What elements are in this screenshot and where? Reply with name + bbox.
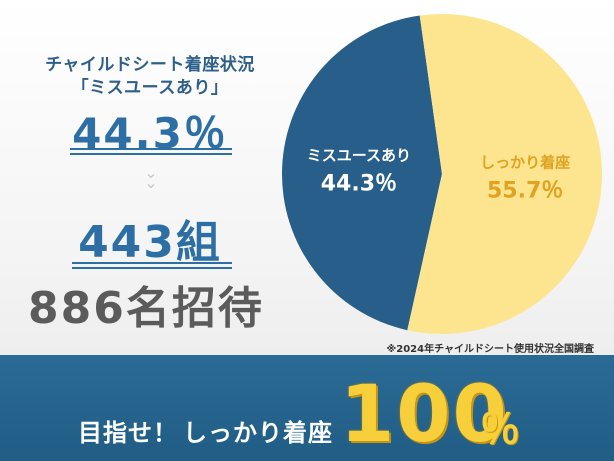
groups-underline-top (72, 262, 232, 264)
invite-count: 886名招待 (28, 283, 264, 334)
summary-heading-line2: 「ミスユースあり」 (71, 78, 229, 98)
percent-underline-top (70, 148, 232, 150)
pie-slice-misuse (282, 15, 442, 331)
percent-underline-bottom (70, 153, 232, 155)
banner-label: 目指せ！ (78, 419, 178, 447)
banner-unit: ％ (480, 407, 520, 453)
pie-label-misuse: ミスユースあり (307, 147, 411, 165)
misuse-percent: 44.3％ (72, 109, 228, 158)
pie-slice-well-seated (407, 13, 603, 334)
summary-panel: チャイルドシート着座状況 「ミスユースあり」 44.3％ ⌄ ⌄ 443組 886… (0, 0, 300, 355)
source-note: ※2024年チャイルドシート使用状況全国調査 (386, 344, 594, 355)
groups-underline-bottom (72, 267, 232, 269)
pie-chart: ミスユースあり 44.3％ しっかり着座 55.7％ (282, 13, 603, 334)
pie-value-misuse: 44.3％ (321, 172, 397, 197)
pie-label-well-seated: しっかり着座 (480, 153, 570, 171)
bottom-banner: 目指せ！ しっかり着座 100 ％ (0, 355, 614, 461)
banner-strong-text: しっかり着座 (183, 419, 333, 447)
group-count: 443組 (78, 217, 222, 268)
pie-value-well-seated: 55.7％ (487, 178, 563, 203)
chevron-down-icon: ⌄ ⌄ (144, 163, 158, 192)
banner-number: 100 (340, 370, 509, 460)
summary-heading-line1: チャイルドシート着座状況 (45, 55, 255, 75)
